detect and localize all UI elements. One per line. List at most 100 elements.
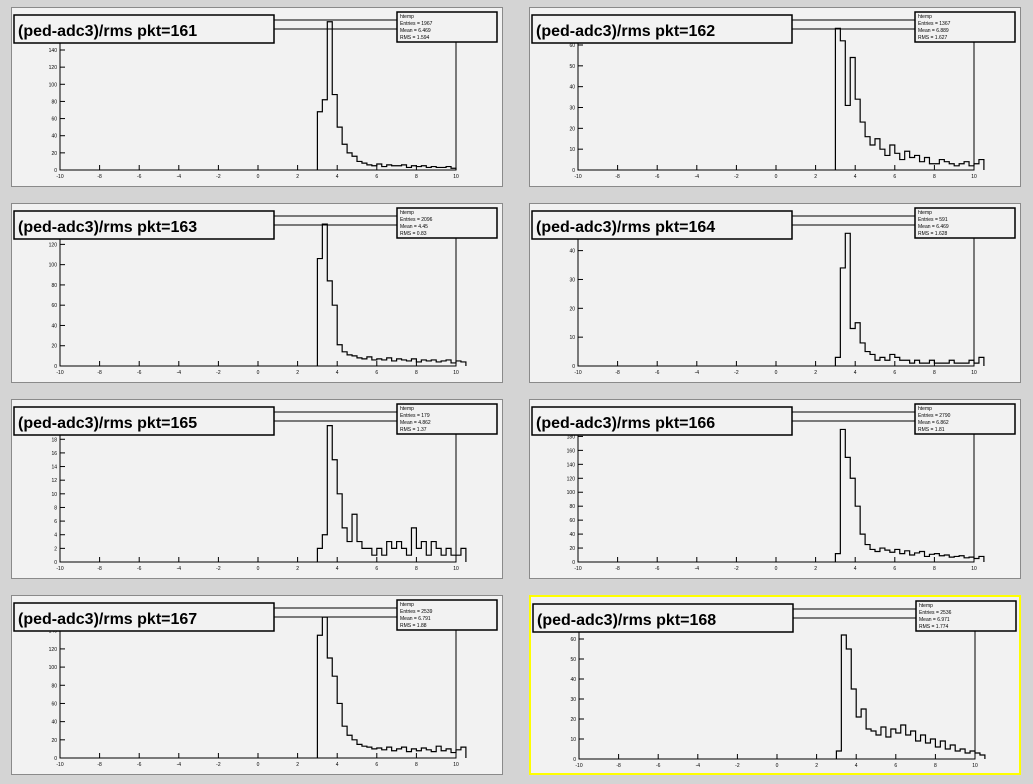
histogram-bin xyxy=(915,155,920,170)
histogram-plot: -10-8-6-4-2024681001020304050(ped-adc3)/… xyxy=(531,207,1016,376)
histogram-bin xyxy=(436,362,441,366)
histogram-bin xyxy=(402,360,407,366)
x-tick-label: 10 xyxy=(972,763,978,769)
histogram-bin xyxy=(871,731,876,759)
x-tick-label: -8 xyxy=(97,174,102,180)
histogram-bin xyxy=(910,158,915,171)
histogram-bin xyxy=(337,127,342,170)
y-tick-label: 20 xyxy=(51,344,57,350)
histogram-bin xyxy=(392,548,397,562)
histogram-bin xyxy=(905,151,910,170)
x-tick-label: 6 xyxy=(893,370,896,376)
stats-name: htemp xyxy=(400,602,414,608)
histogram-bin xyxy=(362,163,367,170)
histogram-bin xyxy=(387,358,392,366)
histogram-bin xyxy=(895,549,900,562)
histogram-bin xyxy=(421,166,426,170)
y-tick-label: 60 xyxy=(51,117,57,123)
histogram-bin xyxy=(352,514,357,562)
histogram-bin xyxy=(426,750,431,758)
x-tick-label: 6 xyxy=(893,566,896,572)
histogram-bin xyxy=(392,361,397,366)
stats-name: htemp xyxy=(918,210,932,216)
histogram-bin xyxy=(407,361,412,366)
stats-name: htemp xyxy=(919,603,933,609)
x-tick-label: 8 xyxy=(934,763,937,769)
histogram-bin xyxy=(901,725,906,759)
x-tick-label: -8 xyxy=(615,370,620,376)
x-tick-label: -4 xyxy=(696,763,701,769)
x-tick-label: -6 xyxy=(655,566,660,572)
histogram-bin xyxy=(377,359,382,366)
stats-name: htemp xyxy=(400,210,414,216)
y-tick-label: 0 xyxy=(572,168,575,174)
histogram-bin xyxy=(835,28,840,170)
histogram-outline xyxy=(834,232,985,366)
y-tick-label: 120 xyxy=(567,476,576,482)
stats-name: htemp xyxy=(918,14,932,20)
x-tick-label: 6 xyxy=(375,762,378,768)
pad-pkt-162[interactable]: -10 -8 -6 -4 -2 0 2 4 6 8 10 0 10 20 30 40 50 60 (ped-adc3… xyxy=(529,7,1021,187)
pad-pkt-167[interactable]: -10-8-6-4-20246810020406080100120140(ped… xyxy=(11,595,503,775)
stats-line: Mean = 6.889 xyxy=(918,28,949,34)
histogram-bin xyxy=(367,747,372,758)
y-tick-label: 80 xyxy=(51,683,57,689)
y-tick-label: 20 xyxy=(51,738,57,744)
histogram-bin xyxy=(436,746,441,758)
x-tick-label: 2 xyxy=(296,370,299,376)
histogram-bin xyxy=(317,112,322,170)
histogram-bin xyxy=(357,744,362,758)
histogram-bin xyxy=(940,741,945,759)
histogram-bin xyxy=(865,137,870,170)
stats-line: Mean = 6.862 xyxy=(918,420,949,426)
x-tick-label: -10 xyxy=(574,370,581,376)
y-tick-label: 40 xyxy=(569,532,575,538)
histogram-bin xyxy=(367,548,372,562)
pad-pkt-161[interactable]: -10-8-6-4-20246810020406080100120140160(… xyxy=(11,7,503,187)
y-tick-label: 60 xyxy=(569,43,575,49)
y-tick-label: 2 xyxy=(54,546,57,552)
histogram-plot: -10-8-6-4-20246810020406080100120140160(… xyxy=(13,11,498,180)
x-tick-label: -2 xyxy=(734,174,739,180)
histogram-bin xyxy=(851,689,856,759)
pad-pkt-166[interactable]: -10 -8 -6 -4 -2 0 2 4 6 8 10 0 20 40 60 80 100 120 140 160 1… xyxy=(529,399,1021,579)
histogram-bin xyxy=(885,550,890,562)
pad-title: (ped-adc3)/rms pkt=162 xyxy=(536,23,715,40)
histogram-bin xyxy=(920,552,925,562)
histogram-bin xyxy=(875,360,880,366)
histogram-bin xyxy=(347,153,352,170)
histogram-bin xyxy=(880,357,885,366)
histogram-outline xyxy=(316,616,467,758)
histogram-bin xyxy=(964,162,969,170)
y-tick-label: 0 xyxy=(573,757,576,763)
pad-pkt-164[interactable]: -10-8-6-4-2024681001020304050(ped-adc3)/… xyxy=(529,203,1021,383)
pad-pkt-168[interactable]: -10-8-6-4-20246810010203040506070(ped-ad… xyxy=(529,595,1021,775)
x-tick-label: 10 xyxy=(971,370,977,376)
pad-pkt-165[interactable]: -10-8-6-4-2024681002468101214161820(ped-… xyxy=(11,399,503,579)
histogram-bin xyxy=(421,360,426,366)
x-tick-label: 4 xyxy=(854,370,857,376)
histogram-bin xyxy=(431,542,436,562)
histogram-bin xyxy=(959,164,964,170)
histogram-bin xyxy=(890,354,895,366)
histogram-bin xyxy=(382,750,387,758)
histogram-bin xyxy=(944,555,949,562)
x-tick-label: -2 xyxy=(216,174,221,180)
x-tick-label: 2 xyxy=(815,763,818,769)
histogram-bin xyxy=(925,158,930,171)
histogram-bin xyxy=(861,709,866,759)
histogram-bin xyxy=(915,360,920,366)
histogram-bin xyxy=(939,556,944,562)
histogram-bin xyxy=(332,676,337,758)
histogram-bin xyxy=(411,528,416,562)
histogram-bin xyxy=(416,548,421,562)
x-tick-label: 0 xyxy=(257,370,260,376)
histogram-outline xyxy=(316,223,467,366)
histogram-bin xyxy=(407,752,412,758)
histogram-bin xyxy=(960,749,965,759)
x-tick-label: 2 xyxy=(814,566,817,572)
y-tick-label: 120 xyxy=(49,647,58,653)
y-tick-label: 10 xyxy=(570,737,576,743)
histogram-bin xyxy=(934,164,939,170)
pad-pkt-163[interactable]: -10 -8 -6 -4 -2 0 2 4 6 8 10 0 20 40 60 80 100 120 (ped-ad… xyxy=(11,203,503,383)
